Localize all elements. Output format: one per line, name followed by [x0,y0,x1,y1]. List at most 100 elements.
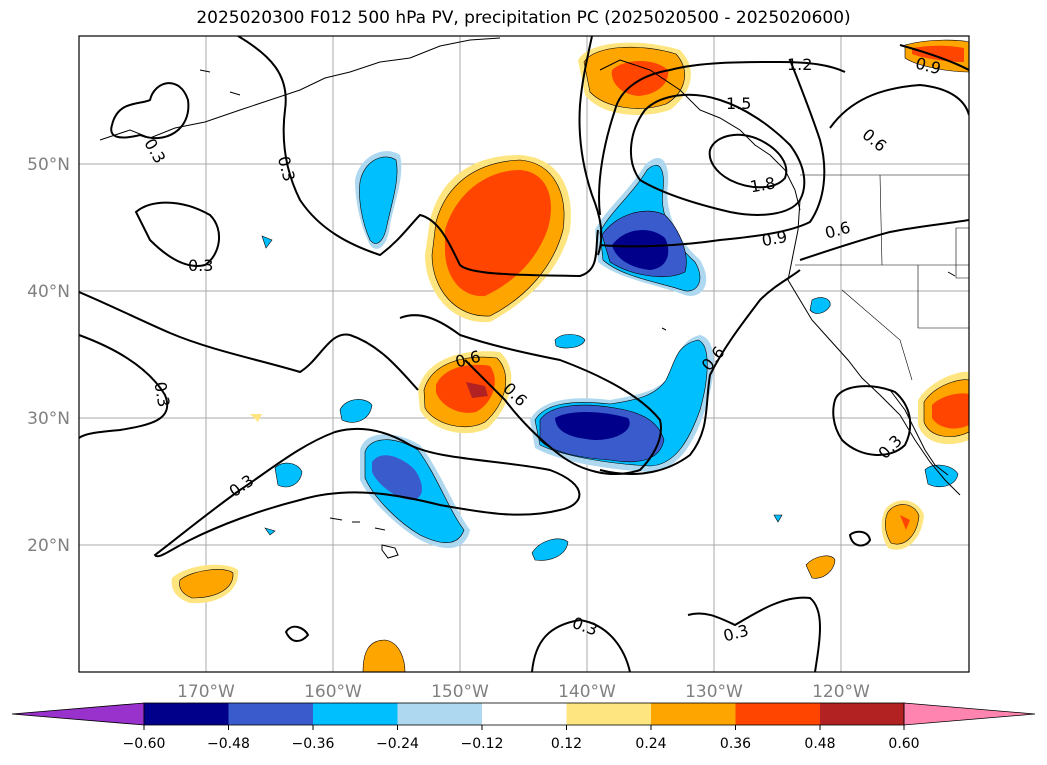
colorbar-segment [397,703,482,725]
positive-anomaly-region [250,414,262,422]
negative-anomaly-region [612,229,669,270]
positive-anomaly-region [362,639,406,672]
coastline-baja [889,389,949,476]
positive-anomaly-region [885,504,920,545]
colorbar-segment [144,703,229,725]
pv-contour-0.3 [237,36,599,278]
colorbar-tick-label: 0.48 [804,736,835,752]
colorbar-extend-high [903,702,1036,726]
lon-label: 160°W [304,682,362,702]
positive-anomaly-region [932,393,969,429]
positive-anomaly-region [912,45,964,62]
state-border [917,265,969,329]
contour-label: 0.9 [760,227,788,250]
negative-anomaly-region [274,462,303,488]
colorbar-tickmarks [143,725,905,730]
pv-contour-small [284,625,310,642]
colorbar-extend-low [11,702,145,726]
pv-contour-0.3 [134,201,221,267]
negative-anomaly-region [372,455,422,500]
contour-label: 0.3 [188,256,213,275]
contour-label: 0.3 [150,380,173,408]
island [199,69,956,331]
positive-anomaly-region [611,61,669,96]
negative-anomaly-region [555,412,630,440]
state-border [955,227,969,279]
negative-anomaly-region [261,235,273,249]
colorbar-tick-label: −0.60 [123,736,166,752]
lon-label: 140°W [558,682,616,702]
negative-anomaly-region [809,297,831,314]
map-title: 2025020300 F012 500 hPa PV, precipitatio… [196,8,851,28]
coastlines [99,37,969,559]
lat-label: 30°N [27,409,70,429]
lat-label: 40°N [27,282,70,302]
lat-axis-labels: 20°N 30°N 40°N 50°N [27,155,70,556]
pv-contours [79,36,969,672]
colorbar-segment [820,703,905,725]
colorbar-segment [651,703,736,725]
pv-contour-0.3 [832,385,912,457]
pv-contour-0.3 [79,334,169,439]
pv-contour-1.2 [598,60,846,216]
plot-frame [78,35,970,673]
negative-anomaly-region [531,538,569,561]
pv-contour-0.3 [110,82,190,140]
colorbar-segment [566,703,651,725]
contour-label: 1.5 [726,94,751,113]
negative-anomaly-region [773,514,783,523]
colorbar-tick-label: 0.24 [635,736,666,752]
positive-anomaly-region [805,555,836,579]
pv-contour-small [848,530,872,547]
colorbar-frame [143,702,905,726]
colorbar-tick-label: −0.12 [461,736,504,752]
colorbar-tick-label: 0.12 [551,736,582,752]
lat-label: 20°N [27,536,70,556]
pv-contour-1.8 [708,133,788,189]
colorbar-tick-label: −0.48 [207,736,250,752]
positive-anomaly-region [466,382,488,398]
lon-axis-labels: 170°W 160°W 150°W 140°W 130°W 120°W [177,682,870,702]
negative-anomaly-region [359,156,398,244]
lon-label: 170°W [177,682,235,702]
pv-contour-0.9 [578,36,603,256]
coastline-alaska [99,37,501,141]
contour-label: 1.8 [748,173,776,196]
negative-anomaly-region [339,399,373,423]
colorbar-tick-label: 0.60 [888,736,919,752]
hawaii-islands [329,517,399,559]
lat-label: 50°N [27,155,70,175]
pv-contour-0.3 [531,618,631,672]
colorbar-tick-label: −0.24 [376,736,419,752]
colorbar-segment [228,703,313,725]
pv-contour-0.9 [599,59,826,248]
negative-anomaly-region [554,334,586,349]
colorbar-segment [313,703,398,725]
colorbar-segment [482,703,567,725]
coastline-west-coast [787,199,961,496]
pv-contour-0.9 [899,44,969,71]
colorbar-tick-label: 0.36 [720,736,751,752]
pv-contour-0.3 [687,596,821,672]
positive-anomaly-region [179,569,234,599]
pv-contour-0.6 [599,269,801,476]
pv-contour-0.6 [399,314,662,476]
pv-contour-0.6 [799,219,969,261]
positive-anomaly-region [436,364,495,413]
state-border [841,289,913,381]
lon-label: 150°W [431,682,489,702]
pv-contour-0.6 [829,83,969,129]
pv-contour-0.3 [153,427,581,558]
colorbar-segment [735,703,820,725]
pv-contour-1.5 [629,93,806,216]
negative-anomaly-region [264,527,276,536]
precipitation-pc-shading [171,39,969,672]
colorbar: −0.60 −0.48 −0.36 −0.24 −0.12 0.12 0.24 … [11,702,1036,752]
positive-anomaly-region [445,170,551,297]
lon-label: 120°W [812,682,870,702]
positive-anomaly-region [900,515,910,530]
pv-contour-0.3 [79,291,419,391]
contour-label: 1.2 [787,55,812,74]
colorbar-tick-label: −0.36 [292,736,335,752]
